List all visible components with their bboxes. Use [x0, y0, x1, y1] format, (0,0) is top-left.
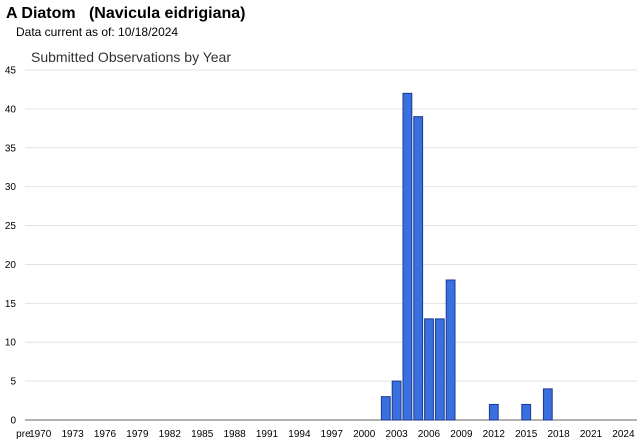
x-tick-label: 2024: [612, 429, 635, 440]
x-tick-label: 1997: [321, 429, 344, 440]
y-tick-label: 0: [10, 416, 16, 427]
page-title: A Diatom (Navicula eidrigiana): [6, 5, 246, 22]
bar: [542, 388, 553, 421]
y-tick-label: 45: [5, 66, 17, 77]
x-tick-label: 1973: [61, 429, 84, 440]
x-tick-label: 2006: [418, 429, 441, 440]
x-tick-label: 2015: [515, 429, 538, 440]
bar: [402, 92, 413, 421]
y-tick-label: 5: [10, 377, 16, 388]
y-tick-label: 25: [5, 221, 17, 232]
bar: [434, 318, 445, 421]
x-tick-label: 1994: [288, 429, 311, 440]
x-tick-label: 1982: [159, 429, 182, 440]
x-tick-label: 2000: [353, 429, 376, 440]
bar: [424, 318, 434, 421]
x-tick-label: 1976: [94, 429, 117, 440]
y-tick-label: 10: [5, 338, 17, 349]
bar: [413, 116, 424, 421]
x-tick-label: 2003: [385, 429, 408, 440]
x-tick-label: 1988: [223, 429, 246, 440]
x-tick-label: 2012: [483, 429, 506, 440]
y-tick-label: 40: [5, 104, 17, 115]
x-tick-label: 2018: [547, 429, 570, 440]
y-tick-label: 35: [5, 143, 17, 154]
x-tick-label: 1991: [256, 429, 279, 440]
y-tick-label: 20: [5, 260, 17, 271]
x-tick-label: 2009: [450, 429, 473, 440]
x-tick-label: pre: [16, 429, 31, 440]
x-tick-label: 2021: [580, 429, 603, 440]
bar: [391, 380, 402, 421]
bar: [488, 403, 499, 421]
bar: [380, 396, 391, 421]
x-tick-label: 1985: [191, 429, 214, 440]
chart-title: Submitted Observations by Year: [31, 49, 232, 65]
bar: [521, 403, 532, 421]
y-tick-label: 15: [5, 299, 17, 310]
data-current-date: Data current as of: 10/18/2024: [16, 25, 179, 39]
x-tick-label: 1979: [126, 429, 149, 440]
x-tick-label: 1970: [29, 429, 52, 440]
y-tick-label: 30: [5, 182, 17, 193]
bar: [445, 279, 456, 421]
